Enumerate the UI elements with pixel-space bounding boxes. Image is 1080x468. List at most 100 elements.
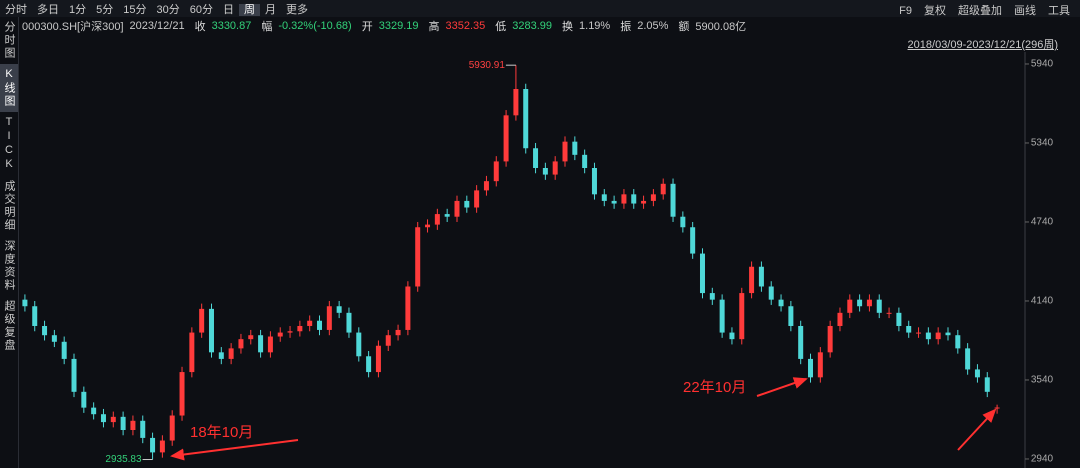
candle-body [307, 320, 313, 326]
candle-body [916, 332, 922, 334]
y-tick-label: 5940 [1031, 59, 1054, 70]
tool-button[interactable]: 复权 [924, 5, 946, 17]
candle-body [415, 227, 421, 287]
candle-body [356, 332, 362, 357]
candle-body [670, 183, 676, 217]
period-button[interactable]: 60分 [189, 3, 213, 16]
candle-body [464, 200, 470, 208]
value: 3352.35 [445, 20, 486, 32]
candle-body [582, 154, 588, 168]
period-button[interactable]: 15分 [123, 3, 147, 16]
date: 2023/12/21 [129, 20, 185, 32]
candle-body [513, 88, 519, 116]
periods: 分时 多日 1分 5分 15分 30分 60分日周月更多 [0, 1, 313, 17]
period-button[interactable]: 30分 [156, 3, 180, 16]
period-button[interactable]: 1分 [69, 3, 87, 16]
candle-body [22, 299, 28, 307]
candle-body [965, 348, 971, 370]
label: 额 [678, 21, 690, 33]
candle-body [709, 293, 715, 300]
candle-body [798, 325, 804, 359]
candle-body [140, 420, 146, 438]
value: 3329.19 [378, 20, 419, 32]
candle-body [130, 420, 136, 431]
period-button[interactable]: 日 [223, 3, 234, 16]
label: 振 [620, 21, 632, 33]
candle-body [552, 161, 558, 175]
candle-body [208, 308, 214, 353]
side-tab[interactable]: 深度资料 [3, 240, 15, 292]
candle-body [758, 266, 764, 287]
candle-body [827, 325, 833, 353]
candle-body [395, 329, 401, 336]
candle-body [493, 161, 499, 182]
candle-body [591, 167, 597, 195]
candle-body [523, 88, 529, 149]
tool-button[interactable]: F9 [899, 5, 912, 17]
y-tick-label: 3540 [1031, 375, 1054, 386]
y-tick-label: 2940 [1031, 454, 1054, 465]
candle-body [503, 115, 509, 162]
candle-body [974, 369, 980, 378]
candle-body [297, 325, 303, 332]
y-tick-label: 4140 [1031, 296, 1054, 307]
candle-body [572, 141, 578, 155]
candle-body [768, 286, 774, 300]
side-tab[interactable]: 分时图 [3, 21, 15, 60]
period-button[interactable]: 更多 [286, 3, 308, 16]
candle-body [159, 440, 165, 453]
candle-body [808, 358, 814, 378]
candle-body [169, 415, 175, 441]
candle-body [955, 335, 961, 349]
candle-body [238, 339, 244, 349]
candle-body [650, 194, 656, 201]
candle-body [641, 200, 647, 204]
candle-body [542, 167, 548, 175]
candle-body [533, 148, 539, 168]
tool-button[interactable]: 超级叠加 [958, 5, 1002, 17]
candle-body [631, 194, 637, 204]
period-button[interactable]: 多日 [37, 3, 59, 16]
candle-body [42, 325, 48, 336]
candle-body [120, 416, 126, 431]
value: -0.32%(-10.68) [278, 20, 352, 32]
candle-body [925, 332, 931, 340]
arrow [756, 377, 808, 397]
tool-button[interactable]: 工具 [1048, 5, 1070, 17]
candle-body [228, 348, 234, 359]
side-tab[interactable]: TICK [3, 116, 15, 172]
period-button[interactable]: 分时 [5, 3, 27, 16]
candle-body [847, 299, 853, 313]
side-tab[interactable]: 成交明细 [3, 180, 15, 232]
period-button[interactable]: 5分 [96, 3, 114, 16]
toolbar: 分时 多日 1分 5分 15分 30分 60分日周月更多 F9 复权 超级叠加 画线 工具 [0, 0, 1080, 17]
sidebar: 分时图 K线图 TICK 成交明细深度资料超级复盘 [0, 17, 19, 468]
candle-body [886, 312, 892, 314]
candle-body [817, 352, 823, 378]
candle-body [100, 414, 106, 423]
period-button[interactable]: 周 [239, 3, 260, 16]
max-label: 5930.91 [469, 60, 506, 71]
candle-body [346, 312, 352, 333]
candle-body [611, 200, 617, 204]
candle-body [906, 325, 912, 333]
label: 开 [361, 21, 373, 33]
candle-body [660, 183, 666, 195]
code: 000300.SH[沪深300] [22, 21, 124, 33]
candle-body [994, 407, 1000, 409]
candle-body [51, 335, 57, 342]
label: 低 [495, 21, 507, 33]
candle-body [61, 341, 67, 359]
candle-body [719, 299, 725, 333]
period-button[interactable]: 月 [265, 3, 276, 16]
candle-body [483, 181, 489, 191]
date-range[interactable]: 2018/03/09-2023/12/21(296周) [907, 39, 1058, 51]
value: 3330.87 [211, 20, 252, 32]
candle-body [189, 332, 195, 373]
candle-body [317, 320, 323, 330]
tool-button[interactable]: 画线 [1014, 5, 1036, 17]
candle-body [562, 141, 568, 162]
side-tab[interactable]: K线图 [0, 64, 18, 112]
side-tab[interactable]: 超级复盘 [3, 300, 15, 352]
candle-body [444, 214, 450, 217]
